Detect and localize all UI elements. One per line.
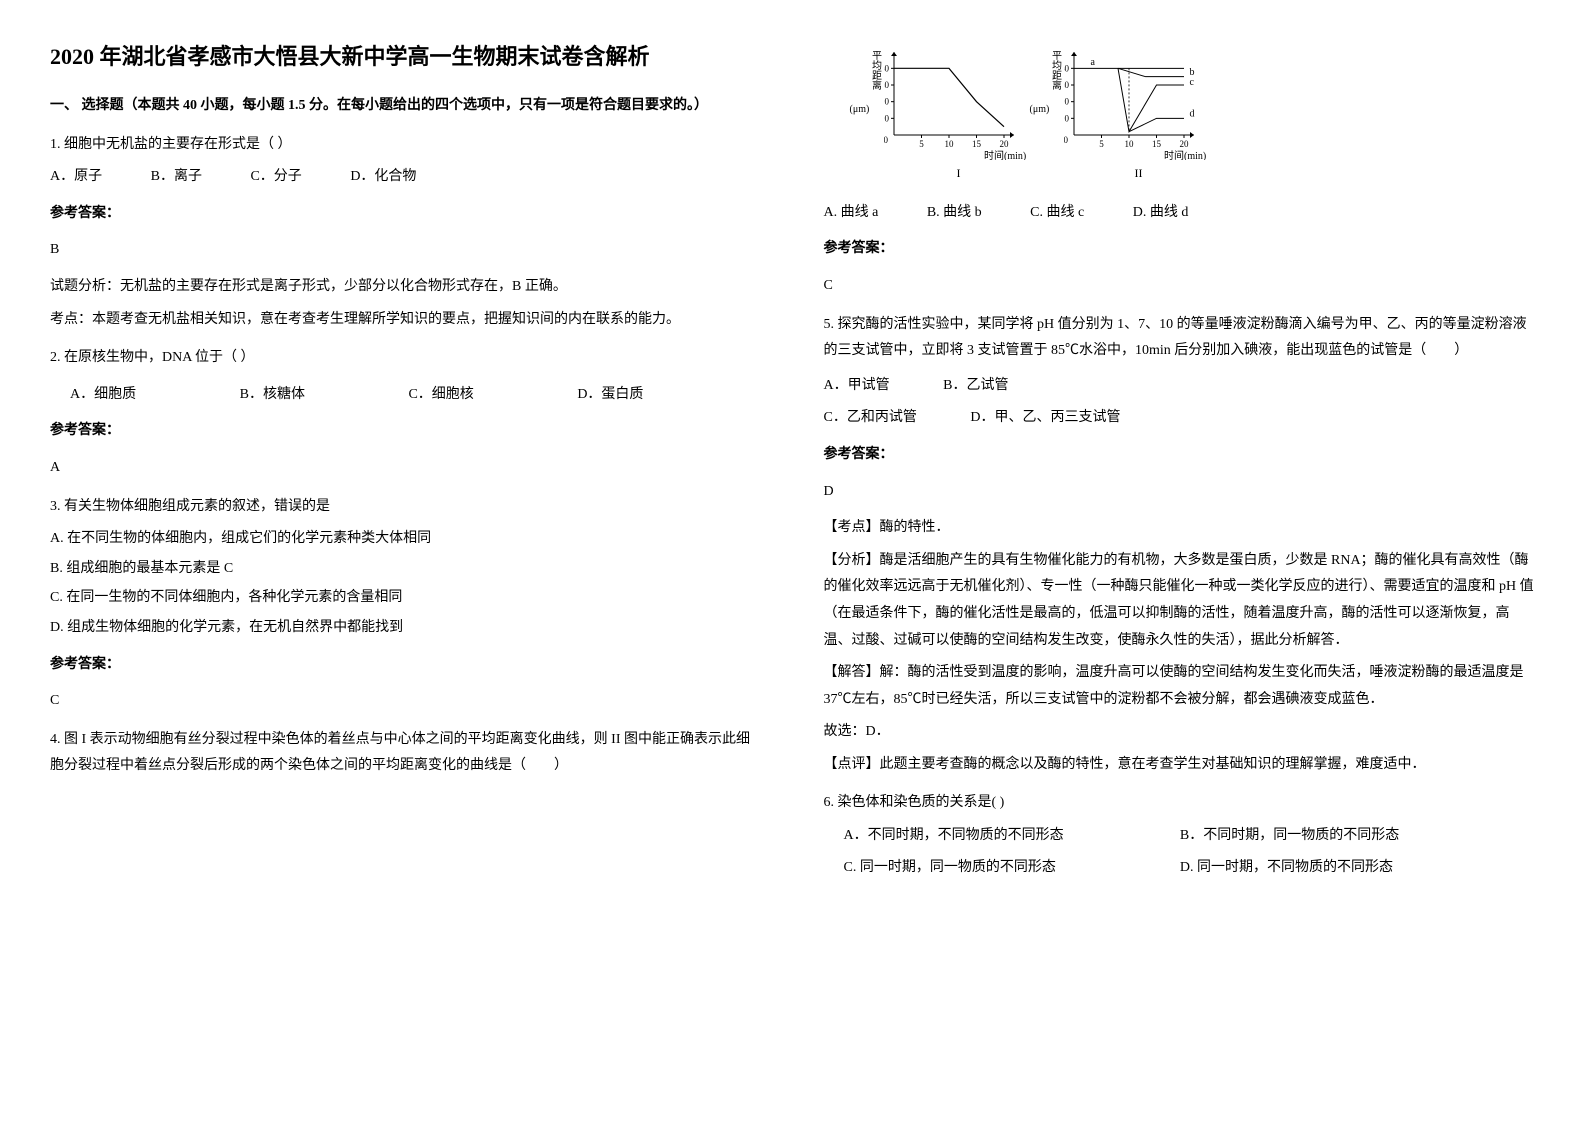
q4-answer-label: 参考答案： (824, 236, 1538, 263)
q2-opt-c: C．细胞核 (408, 382, 473, 409)
exam-page: 2020 年湖北省孝感市大悟县大新中学高一生物期末试卷含解析 一、 选择题（本题… (50, 40, 1537, 886)
q2-opt-a: A．细胞质 (70, 382, 136, 409)
svg-text:d: d (1189, 109, 1194, 120)
svg-text:时间(min): 时间(min) (984, 149, 1026, 160)
q5-opts-row2: C．乙和丙试管 D．甲、乙、丙三支试管 (824, 405, 1538, 432)
svg-text:0: 0 (1064, 135, 1069, 145)
q4-opt-b: B. 曲线 b (927, 200, 982, 227)
chart-1: 平均距离 (μm) 102030405101520时间(min)0 I (884, 50, 1034, 185)
svg-text:10: 10 (1064, 113, 1070, 123)
q6-opt-d: D. 同一时期，不同物质的不同形态 (1180, 855, 1513, 882)
question-1-options: A．原子 B．离子 C．分子 D．化合物 (50, 164, 764, 191)
exam-title: 2020 年湖北省孝感市大悟县大新中学高一生物期末试卷含解析 (50, 40, 764, 73)
q5-opt-a: A．甲试管 (824, 373, 890, 400)
q4-charts: 平均距离 (μm) 102030405101520时间(min)0 I 平均距离… (884, 50, 1538, 185)
q1-opt-d: D．化合物 (350, 164, 416, 191)
svg-text:10: 10 (884, 113, 890, 123)
chart1-y-unit: (μm) (850, 100, 870, 119)
svg-text:时间(min): 时间(min) (1164, 149, 1206, 160)
q6-opt-c: C. 同一时期，同一物质的不同形态 (844, 855, 1177, 882)
section-1-header: 一、 选择题（本题共 40 小题，每小题 1.5 分。在每小题给出的四个选项中，… (50, 93, 764, 120)
q5-e5: 【点评】此题主要考查酶的概念以及酶的特性，意在考查学生对基础知识的理解掌握，难度… (824, 752, 1538, 779)
svg-text:5: 5 (919, 139, 924, 149)
svg-text:10: 10 (1124, 139, 1134, 149)
q3-opt-b: B. 组成细胞的最基本元素是 C (50, 556, 764, 583)
q5-answer: D (824, 479, 1538, 506)
svg-text:15: 15 (972, 139, 982, 149)
q1-opt-c: C．分子 (250, 164, 301, 191)
chart2-svg: 102030405101520时间(min)0abcd (1064, 50, 1214, 160)
q5-opt-d: D．甲、乙、丙三支试管 (970, 405, 1120, 432)
chart1-caption: I (884, 162, 1034, 185)
q5-opt-b: B．乙试管 (943, 373, 1008, 400)
question-4-options: A. 曲线 a B. 曲线 b C. 曲线 c D. 曲线 d (824, 200, 1538, 227)
q1-answer: B (50, 237, 764, 264)
svg-text:c: c (1189, 77, 1194, 88)
q4-opt-a: A. 曲线 a (824, 200, 879, 227)
q6-opt-a: A．不同时期，不同物质的不同形态 (844, 823, 1177, 850)
q4-answer: C (824, 273, 1538, 300)
q2-answer-label: 参考答案： (50, 418, 764, 445)
left-column: 2020 年湖北省孝感市大悟县大新中学高一生物期末试卷含解析 一、 选择题（本题… (50, 40, 764, 886)
q3-answer-label: 参考答案： (50, 652, 764, 679)
q6-opts-row1: A．不同时期，不同物质的不同形态 B．不同时期，同一物质的不同形态 (844, 823, 1538, 850)
chart-2: 平均距离 (μm) 102030405101520时间(min)0abcd II (1064, 50, 1214, 185)
question-4-stem: 4. 图 I 表示动物细胞有丝分裂过程中染色体的着丝点与中心体之间的平均距离变化… (50, 727, 764, 780)
q6-opt-b: B．不同时期，同一物质的不同形态 (1180, 823, 1513, 850)
q5-opt-c: C．乙和丙试管 (824, 405, 917, 432)
chart2-y-label: 平均距离 (1046, 50, 1065, 90)
svg-text:5: 5 (1099, 139, 1104, 149)
svg-text:15: 15 (1152, 139, 1162, 149)
svg-text:10: 10 (944, 139, 954, 149)
question-3-stem: 3. 有关生物体细胞组成元素的叙述，错误的是 (50, 494, 764, 521)
q1-explanation-2: 考点：本题考查无机盐相关知识，意在考查考生理解所学知识的要点，把握知识间的内在联… (50, 307, 764, 334)
q5-answer-label: 参考答案： (824, 442, 1538, 469)
svg-text:20: 20 (999, 139, 1009, 149)
q3-opt-c: C. 在同一生物的不同体细胞内，各种化学元素的含量相同 (50, 585, 764, 612)
q2-opt-b: B．核糖体 (240, 382, 305, 409)
q5-opts-row1: A．甲试管 B．乙试管 (824, 373, 1538, 400)
question-1-stem: 1. 细胞中无机盐的主要存在形式是（ ） (50, 132, 764, 159)
q1-explanation-1: 试题分析：无机盐的主要存在形式是离子形式，少部分以化合物形式存在，B 正确。 (50, 274, 764, 301)
q1-opt-a: A．原子 (50, 164, 102, 191)
svg-text:0: 0 (884, 135, 889, 145)
q6-opts-row2: C. 同一时期，同一物质的不同形态 D. 同一时期，不同物质的不同形态 (844, 855, 1538, 882)
q5-e2: 【分析】酶是活细胞产生的具有生物催化能力的有机物，大多数是蛋白质，少数是 RNA… (824, 548, 1538, 654)
svg-text:20: 20 (884, 97, 890, 107)
q3-answer: C (50, 688, 764, 715)
q5-e1: 【考点】酶的特性． (824, 515, 1538, 542)
question-5-stem: 5. 探究酶的活性实验中，某同学将 pH 值分别为 1、7、10 的等量唾液淀粉… (824, 312, 1538, 365)
svg-text:20: 20 (1179, 139, 1189, 149)
q5-e4: 故选：D． (824, 719, 1538, 746)
chart2-caption: II (1064, 162, 1214, 185)
q1-answer-label: 参考答案： (50, 201, 764, 228)
q4-opt-d: D. 曲线 d (1133, 200, 1189, 227)
question-2-options: A．细胞质 B．核糖体 C．细胞核 D．蛋白质 (70, 382, 764, 409)
q3-opt-a: A. 在不同生物的体细胞内，组成它们的化学元素种类大体相同 (50, 526, 764, 553)
chart1-y-label: 平均距离 (866, 50, 885, 90)
chart1-svg: 102030405101520时间(min)0 (884, 50, 1034, 160)
svg-text:a: a (1090, 57, 1095, 68)
question-6-stem: 6. 染色体和染色质的关系是( ) (824, 790, 1538, 817)
right-column: 平均距离 (μm) 102030405101520时间(min)0 I 平均距离… (824, 40, 1538, 886)
question-2-stem: 2. 在原核生物中，DNA 位于（ ） (50, 345, 764, 372)
q1-opt-b: B．离子 (151, 164, 202, 191)
svg-text:20: 20 (1064, 97, 1070, 107)
q5-e3: 【解答】解：酶的活性受到温度的影响，温度升高可以使酶的空间结构发生变化而失活，唾… (824, 660, 1538, 713)
q3-opt-d: D. 组成生物体细胞的化学元素，在无机自然界中都能找到 (50, 615, 764, 642)
q2-answer: A (50, 455, 764, 482)
q2-opt-d: D．蛋白质 (577, 382, 643, 409)
chart2-y-unit: (μm) (1030, 100, 1050, 119)
q4-opt-c: C. 曲线 c (1030, 200, 1084, 227)
